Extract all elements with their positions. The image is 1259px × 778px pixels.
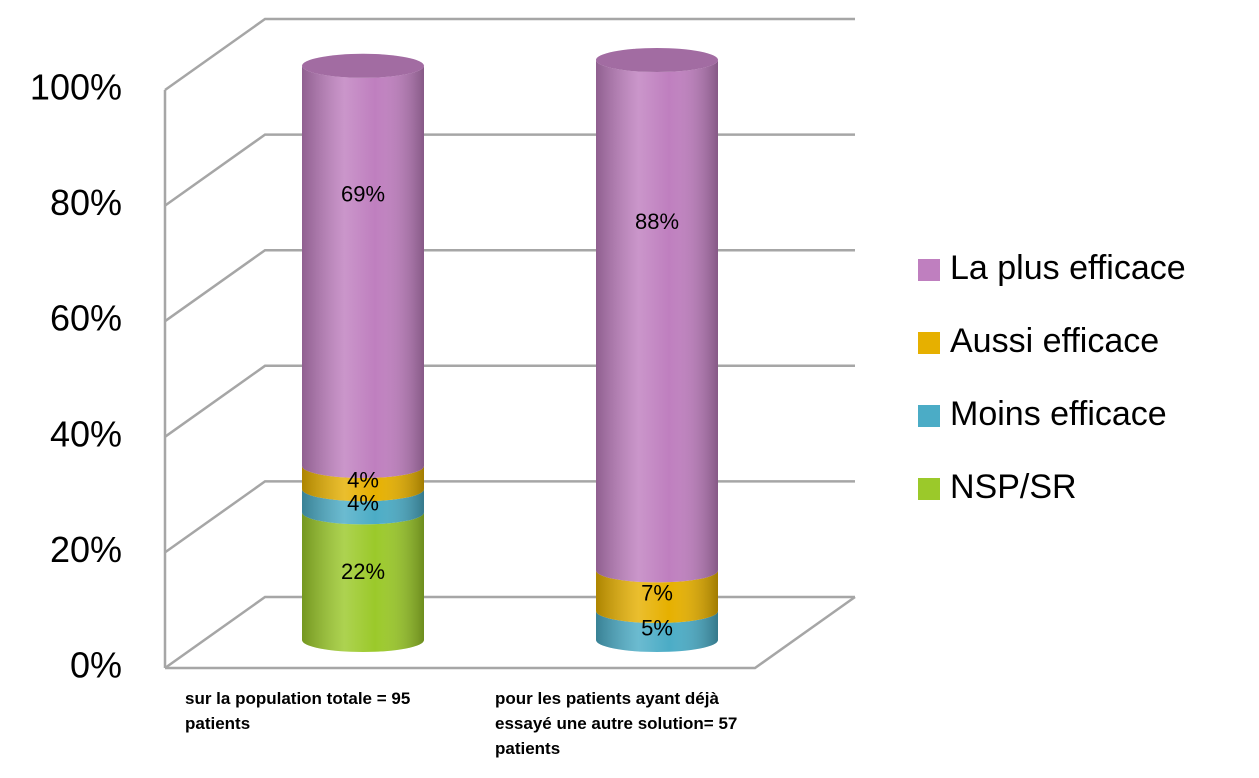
floor — [165, 595, 856, 670]
legend-swatch — [918, 478, 940, 500]
y-tick-label: 80% — [50, 182, 122, 223]
grid-line — [164, 248, 855, 323]
data-label: 88% — [635, 209, 679, 234]
grid-line — [164, 595, 855, 670]
y-tick-label: 100% — [30, 67, 122, 108]
bar-shade — [596, 611, 718, 652]
legend-swatch — [918, 259, 940, 281]
bar-shade — [302, 65, 424, 479]
x-tick-label: pour les patients ayant déjà essayé une … — [495, 689, 738, 758]
legend-label: La plus efficace — [950, 249, 1186, 287]
y-tick-label: 40% — [50, 413, 122, 454]
y-tick-label: 60% — [50, 298, 122, 339]
grid-line — [164, 480, 855, 554]
data-label: 22% — [341, 559, 385, 584]
bar-top-shade — [596, 48, 718, 72]
legend-label: Aussi efficace — [950, 322, 1159, 360]
y-tick-label: 0% — [70, 645, 122, 686]
bar-shade — [596, 60, 718, 583]
legend-label: NSP/SR — [950, 468, 1077, 506]
data-label: 5% — [641, 615, 673, 640]
bar-top-shade — [302, 53, 424, 78]
x-tick-label: sur la population totale = 95 patients — [185, 689, 411, 733]
data-label: 69% — [341, 182, 385, 207]
legend-swatch — [918, 332, 940, 354]
bar-shade — [302, 466, 424, 502]
data-label: 4% — [347, 467, 379, 492]
grid-line — [164, 364, 855, 438]
grid-line — [164, 133, 855, 207]
bar-top — [596, 48, 718, 72]
legend-label: Moins efficace — [950, 395, 1167, 433]
data-label: 4% — [347, 491, 379, 516]
y-tick-label: 20% — [50, 529, 122, 570]
bar-shade — [596, 570, 718, 623]
data-label: 7% — [641, 581, 673, 606]
legend-swatch — [918, 405, 940, 427]
grid-line — [164, 17, 855, 92]
bar-shade — [302, 512, 424, 652]
bar-top — [302, 53, 424, 78]
bar-shade — [302, 489, 424, 525]
